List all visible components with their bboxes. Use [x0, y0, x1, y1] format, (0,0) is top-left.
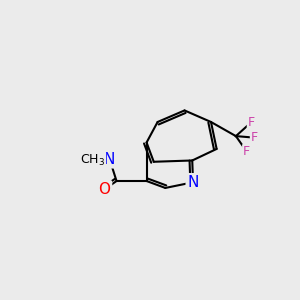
Text: F: F [248, 116, 255, 129]
Text: F: F [243, 145, 250, 158]
Text: N: N [187, 175, 199, 190]
Text: F: F [251, 131, 258, 144]
Text: CH$_3$: CH$_3$ [80, 153, 105, 168]
Text: N: N [104, 152, 115, 167]
Text: O: O [98, 182, 110, 197]
